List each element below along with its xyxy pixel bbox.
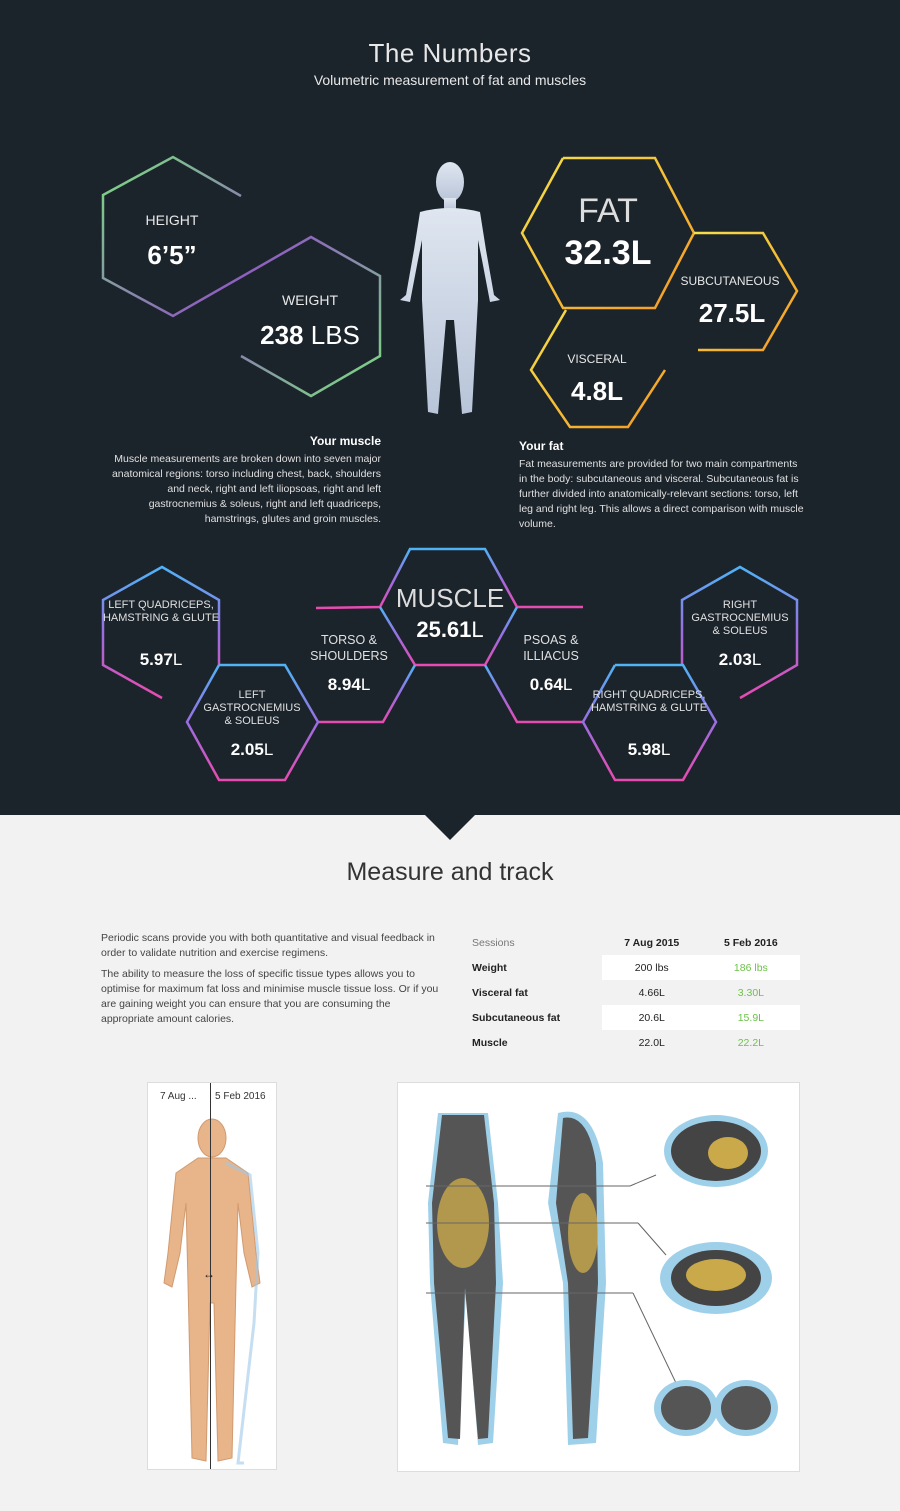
left-quad-label: LEFT QUADRICEPS, HAMSTRING & GLUTE xyxy=(102,599,220,624)
torso-label: TORSO & SHOULDERS xyxy=(310,633,388,663)
body-compare-slider[interactable]: 7 Aug ... 5 Feb 2016 ↔ xyxy=(147,1082,277,1470)
visceral-hexagon xyxy=(529,309,667,429)
section-pointer xyxy=(425,815,475,840)
drag-handle-icon[interactable]: ↔ xyxy=(203,1267,215,1281)
right-gastro-hexagon xyxy=(680,565,799,700)
height-label: HEIGHT xyxy=(145,212,199,228)
mri-scan-image xyxy=(426,1111,778,1445)
fat-label: FAT xyxy=(578,192,638,230)
muscle-description: Your muscle Muscle measurements are brok… xyxy=(111,434,381,525)
mri-scan-panel xyxy=(397,1082,800,1472)
subcutaneous-label: SUBCUTANEOUS xyxy=(680,274,780,288)
left-quad-value: 5.97L xyxy=(139,650,183,669)
body-scan-image xyxy=(163,1118,261,1465)
track-title: Measure and track xyxy=(346,858,554,886)
muscle-hexagon xyxy=(315,547,583,610)
muscle-label: MUSCLE xyxy=(395,583,505,613)
subcutaneous-hexagon xyxy=(694,231,799,352)
table-header: Sessions 7 Aug 2015 5 Feb 2016 xyxy=(472,936,778,949)
psoas-label: PSOAS & ILLIACUS xyxy=(523,633,579,663)
weight-value: 238 LBS xyxy=(260,320,360,350)
right-quad-hexagon xyxy=(581,663,718,782)
left-quad-hexagon xyxy=(101,565,221,700)
fat-hexagon xyxy=(520,156,696,310)
table-row: Visceral fat 4.66L 3.30L xyxy=(472,986,764,999)
after-date-label: 5 Feb 2016 xyxy=(215,1091,266,1102)
slider-divider[interactable] xyxy=(210,1083,211,1469)
before-date-label: 7 Aug ... xyxy=(160,1091,197,1102)
weight-label: WEIGHT xyxy=(282,292,338,308)
numbers-section xyxy=(0,0,900,815)
right-gastro-value: 2.03L xyxy=(718,650,762,669)
right-quad-value: 5.98L xyxy=(627,740,671,759)
side-scan xyxy=(548,1111,606,1445)
page-subtitle: Volumetric measurement of fat and muscle… xyxy=(313,72,587,88)
left-gastro-label: LEFT GASTROCNEMIUS & SOLEUS xyxy=(203,689,301,727)
fat-value: 32.3L xyxy=(564,234,652,272)
left-gastro-hexagon xyxy=(185,663,320,782)
muscle-value: 25.61L xyxy=(416,617,484,642)
front-scan xyxy=(428,1113,503,1445)
height-hexagon xyxy=(101,155,382,398)
left-gastro-value: 2.05L xyxy=(230,740,274,759)
body-silhouette xyxy=(400,162,500,414)
psoas-hexagon xyxy=(483,664,583,724)
fat-description: Your fat Fat measurements are provided f… xyxy=(519,439,804,530)
torso-hexagon xyxy=(318,664,417,724)
psoas-value: 0.64L xyxy=(529,675,573,694)
page-title: The Numbers xyxy=(368,38,532,68)
visceral-value: 4.8L xyxy=(570,376,624,406)
table-row: Weight 200 lbs 186 lbs xyxy=(460,955,800,980)
subcutaneous-value: 27.5L xyxy=(698,298,766,328)
torso-value: 8.94L xyxy=(327,675,371,694)
sessions-table: Sessions 7 Aug 2015 5 Feb 2016 Weight 200… xyxy=(460,930,800,1055)
right-gastro-label: RIGHT GASTROCNEMIUS & SOLEUS xyxy=(691,599,789,637)
right-quad-label: RIGHT QUADRICEPS, HAMSTRING & GLUTE xyxy=(590,689,708,714)
visceral-label: VISCERAL xyxy=(567,352,627,366)
table-row: Subcutaneous fat 20.6L 15.9L xyxy=(460,1005,800,1030)
track-description: Periodic scans provide you with both qua… xyxy=(101,932,439,1025)
table-row: Muscle 22.0L 22.2L xyxy=(472,1036,764,1049)
hexagon-graphics xyxy=(101,155,799,782)
height-value: 6’5” xyxy=(147,240,197,270)
